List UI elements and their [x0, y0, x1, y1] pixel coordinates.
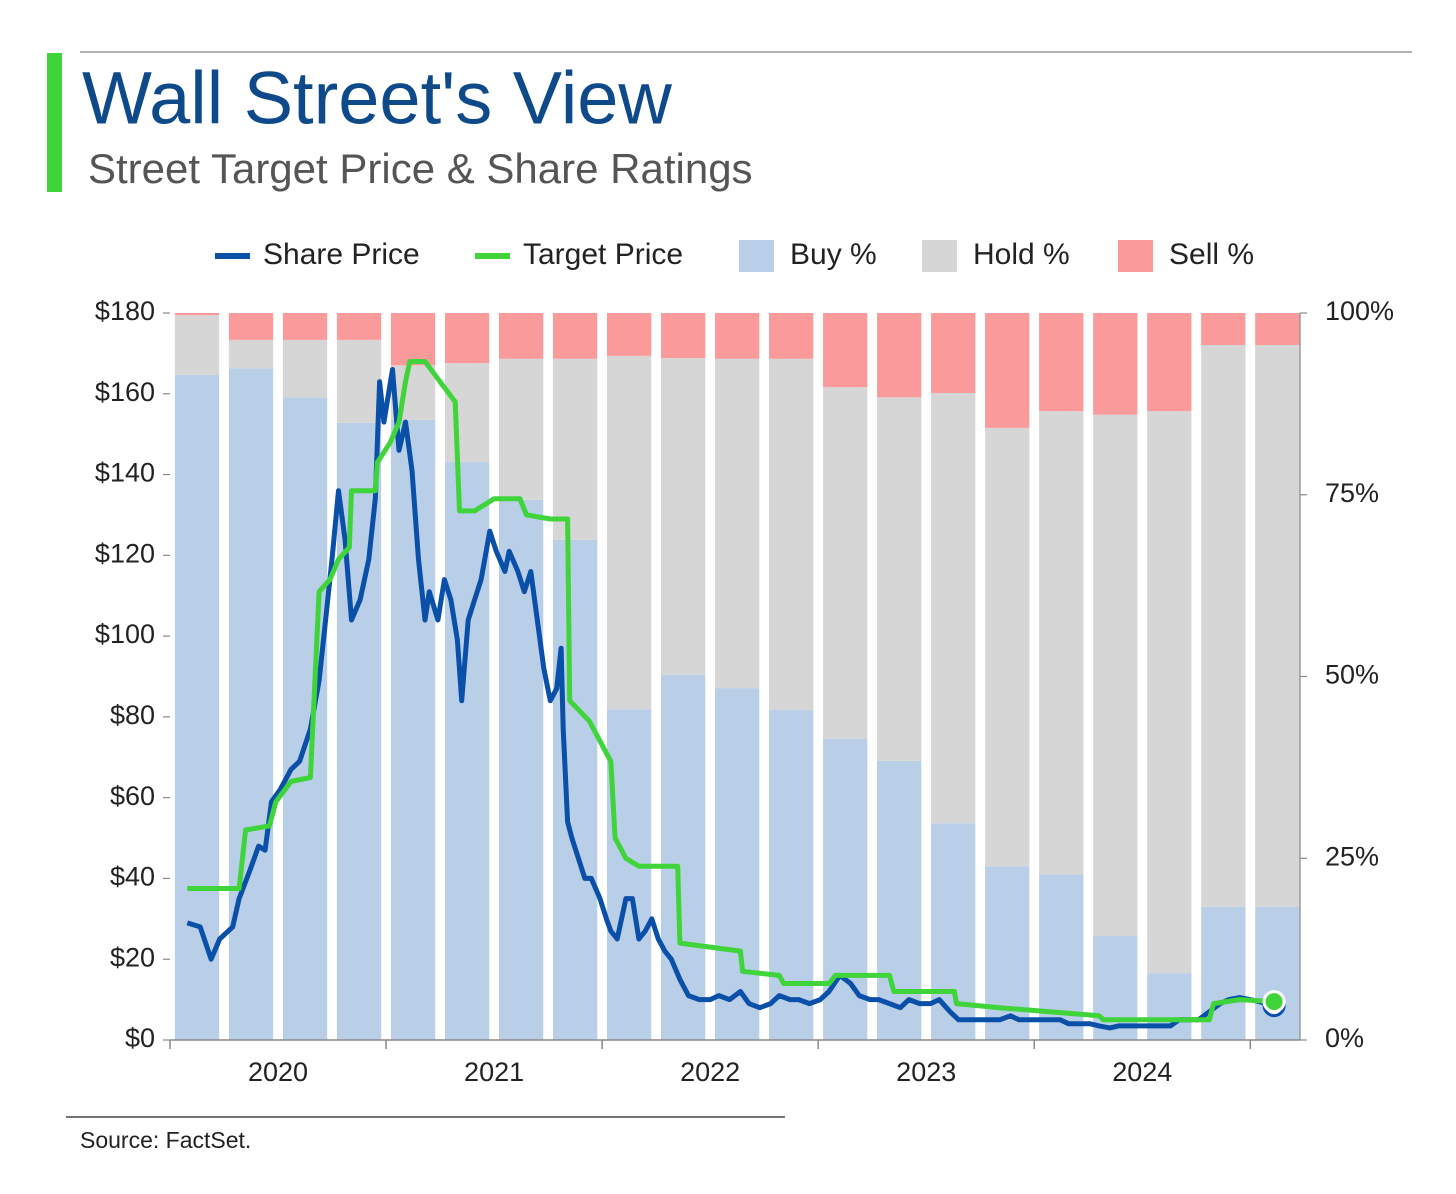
bar-segment [1039, 313, 1084, 412]
x-tick-label: 2022 [680, 1057, 740, 1087]
legend-label: Share Price [263, 238, 420, 271]
bar-segment [877, 397, 922, 761]
x-tick-label: 2021 [464, 1057, 524, 1087]
y-tick-label: $80 [110, 700, 155, 730]
bar-segment [877, 760, 922, 1040]
axis-layer: $0 $20 $40 $60 $80 $100 $120 $140 $160 $180 0% 25% 5… [95, 296, 1394, 1087]
y2-tick-label: 50% [1325, 660, 1379, 690]
bar-segment [877, 313, 922, 398]
bar-segment [931, 313, 976, 393]
bar-segment [228, 313, 274, 340]
legend-swatch [1118, 240, 1153, 272]
bar-segment [1093, 936, 1138, 1040]
bar-segment [660, 675, 706, 1040]
y-tick-label: $0 [125, 1023, 155, 1053]
bar-segment [660, 313, 706, 359]
bar-segment [174, 313, 220, 316]
bar-segment [444, 363, 490, 463]
y-tick-label: $120 [95, 538, 155, 568]
bar-segment [606, 313, 652, 356]
y-tick-label: $160 [95, 377, 155, 407]
bar-segment [769, 709, 814, 1040]
y-tick-label: $180 [95, 296, 155, 326]
bar-segment [282, 397, 328, 1040]
bar-segment [390, 419, 436, 1040]
y2-tick-label: 100% [1325, 296, 1394, 326]
price-line [187, 359, 1275, 1023]
y-tick-label: $140 [95, 458, 155, 488]
bar-segment [931, 823, 976, 1040]
bar-segment [444, 313, 490, 364]
legend-label: Hold % [973, 238, 1070, 271]
bar-segment [1093, 414, 1138, 937]
bar-segment [1147, 411, 1192, 974]
y-tick-label: $40 [110, 862, 155, 892]
accent-bar [47, 53, 62, 192]
y-tick-label: $60 [110, 781, 155, 811]
line-layer [186, 359, 1286, 1031]
bar-segment [444, 462, 490, 1040]
legend-label: Buy % [790, 238, 877, 271]
chart-title: Wall Street's View [82, 57, 672, 140]
source-note: Source: FactSet. [80, 1127, 251, 1153]
bar-segment [498, 313, 544, 359]
y2-tick-label: 25% [1325, 841, 1379, 871]
bar-segment [1147, 973, 1192, 1040]
bar-segment [715, 313, 760, 359]
bar-segment [769, 313, 814, 359]
bar-segment [1201, 344, 1246, 907]
bar-segment [1093, 313, 1138, 415]
bar-segment [1255, 906, 1300, 1040]
bar-segment [174, 315, 220, 375]
bar-segment [498, 358, 544, 500]
y-tick-label: $100 [95, 619, 155, 649]
y-tick-label: $20 [110, 942, 155, 972]
bar-segment [552, 313, 598, 359]
x-tick-label: 2024 [1112, 1057, 1172, 1087]
bar-segment [660, 358, 706, 676]
bar-segment [552, 539, 598, 1040]
chart-subtitle: Street Target Price & Share Ratings [88, 145, 753, 192]
bar-segment [552, 358, 598, 540]
legend-swatch [922, 240, 957, 272]
bar-segment [336, 339, 382, 423]
bar-segment [228, 339, 274, 369]
bar-segment [715, 358, 760, 689]
bar-segment [282, 313, 328, 340]
bar-layer [174, 313, 1300, 1041]
bar-segment [336, 313, 382, 340]
bar-segment [606, 709, 652, 1040]
bar-segment [1255, 313, 1300, 345]
y2-tick-label: 0% [1325, 1023, 1364, 1053]
bar-segment [715, 688, 760, 1040]
bar-segment [606, 355, 652, 710]
bar-segment [985, 313, 1030, 428]
bar-segment [985, 427, 1030, 867]
bar-segment [282, 339, 328, 398]
bar-segment [769, 358, 814, 710]
bar-segment [823, 313, 868, 388]
bar-segment [1255, 344, 1300, 907]
bar-segment [823, 387, 868, 740]
bar-segment [1147, 313, 1192, 412]
x-tick-label: 2020 [248, 1057, 308, 1087]
end-marker [1262, 990, 1286, 1014]
bar-segment [931, 392, 976, 824]
bar-segment [1201, 313, 1246, 345]
x-tick-label: 2023 [896, 1057, 956, 1087]
legend-label: Target Price [523, 238, 683, 271]
price-line [186, 367, 1275, 1031]
legend-label: Sell % [1169, 238, 1254, 271]
bar-segment [390, 313, 436, 366]
bar-segment [1039, 411, 1084, 875]
legend-swatch [739, 240, 774, 272]
bar-segment [228, 368, 274, 1040]
bar-segment [174, 374, 220, 1040]
y2-tick-label: 75% [1325, 478, 1379, 508]
bar-segment [985, 866, 1030, 1040]
